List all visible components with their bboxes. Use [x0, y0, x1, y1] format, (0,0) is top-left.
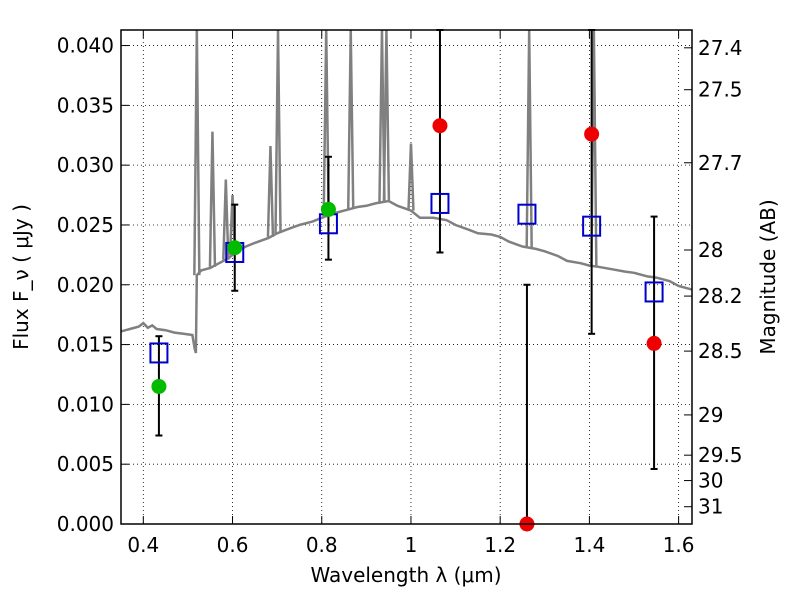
- template-continuum: [120, 199, 693, 354]
- x-tick-label: 0.6: [217, 533, 249, 557]
- x-tick-label: 1.2: [484, 533, 516, 557]
- emission-line: [193, 29, 201, 276]
- model-square: [582, 215, 602, 237]
- y-tick-label: 0.005: [57, 452, 114, 476]
- emission-line: [208, 131, 217, 267]
- y-axis-label: Flux F_ν ( μJy ): [9, 204, 33, 350]
- grid-lines: [121, 30, 692, 525]
- y2-tick-label: 27.5: [698, 78, 743, 102]
- y2-tick-label: 28.2: [698, 284, 743, 308]
- x-axis-label: Wavelength λ (μm): [310, 563, 501, 587]
- emission-line: [274, 29, 282, 234]
- x-tick-label: 0.8: [306, 533, 338, 557]
- plot-frame: [120, 29, 693, 525]
- emission-line: [382, 29, 391, 202]
- y-tick-label: 0.015: [57, 333, 114, 357]
- axis-ticks: [121, 30, 692, 525]
- x-tick-label: 1.6: [663, 533, 695, 557]
- y2-tick-label: 29: [698, 403, 723, 427]
- y2-tick-label: 27.7: [698, 151, 743, 175]
- y2-tick-label: 28.5: [698, 339, 743, 363]
- undetected-point: [432, 118, 448, 134]
- y-tick-label: 0.035: [57, 93, 114, 117]
- y-tick-label: 0.020: [57, 273, 114, 297]
- undetected-point: [584, 126, 600, 142]
- y2-tick-label: 27.4: [698, 36, 743, 60]
- y2-axis-label: Magnitude (AB): [756, 199, 780, 354]
- y-tick-label: 0.040: [57, 34, 114, 58]
- y-tick-label: 0.010: [57, 392, 114, 416]
- x-tick-labels: 0.4 0.6 0.8 1 1.2 1.4 1.6: [127, 533, 694, 557]
- y2-tick-label: 29.5: [698, 443, 743, 467]
- template-spectrum: [120, 29, 693, 354]
- detected-point: [320, 201, 336, 217]
- detected-point: [151, 378, 167, 394]
- detected-point: [227, 240, 243, 256]
- emission-line: [222, 179, 230, 260]
- model-square: [149, 342, 169, 364]
- undetected-point: [646, 335, 662, 351]
- observed-flux-points: [151, 118, 662, 532]
- y-tick-label: 0.025: [57, 213, 114, 237]
- y-tick-labels: 0.000 0.005 0.010 0.015 0.020 0.025 0.030 0.035…: [57, 34, 114, 536]
- x-tick-label: 1: [405, 533, 418, 557]
- x-tick-label: 0.4: [127, 533, 159, 557]
- y-tick-label: 0.030: [57, 153, 114, 177]
- emission-line: [407, 143, 415, 211]
- model-square: [430, 192, 450, 214]
- emission-line: [525, 29, 533, 248]
- x-tick-label: 1.4: [573, 533, 605, 557]
- y2-tick-label: 28: [698, 238, 723, 262]
- model-square: [644, 281, 664, 303]
- emission-line: [266, 145, 275, 237]
- y2-tick-label: 30: [698, 469, 723, 493]
- error-bars: [155, 29, 658, 525]
- emission-line: [346, 29, 355, 209]
- y2-tick-label: 31: [698, 495, 723, 519]
- y-tick-label: 0.000: [57, 512, 114, 536]
- model-square: [517, 203, 537, 225]
